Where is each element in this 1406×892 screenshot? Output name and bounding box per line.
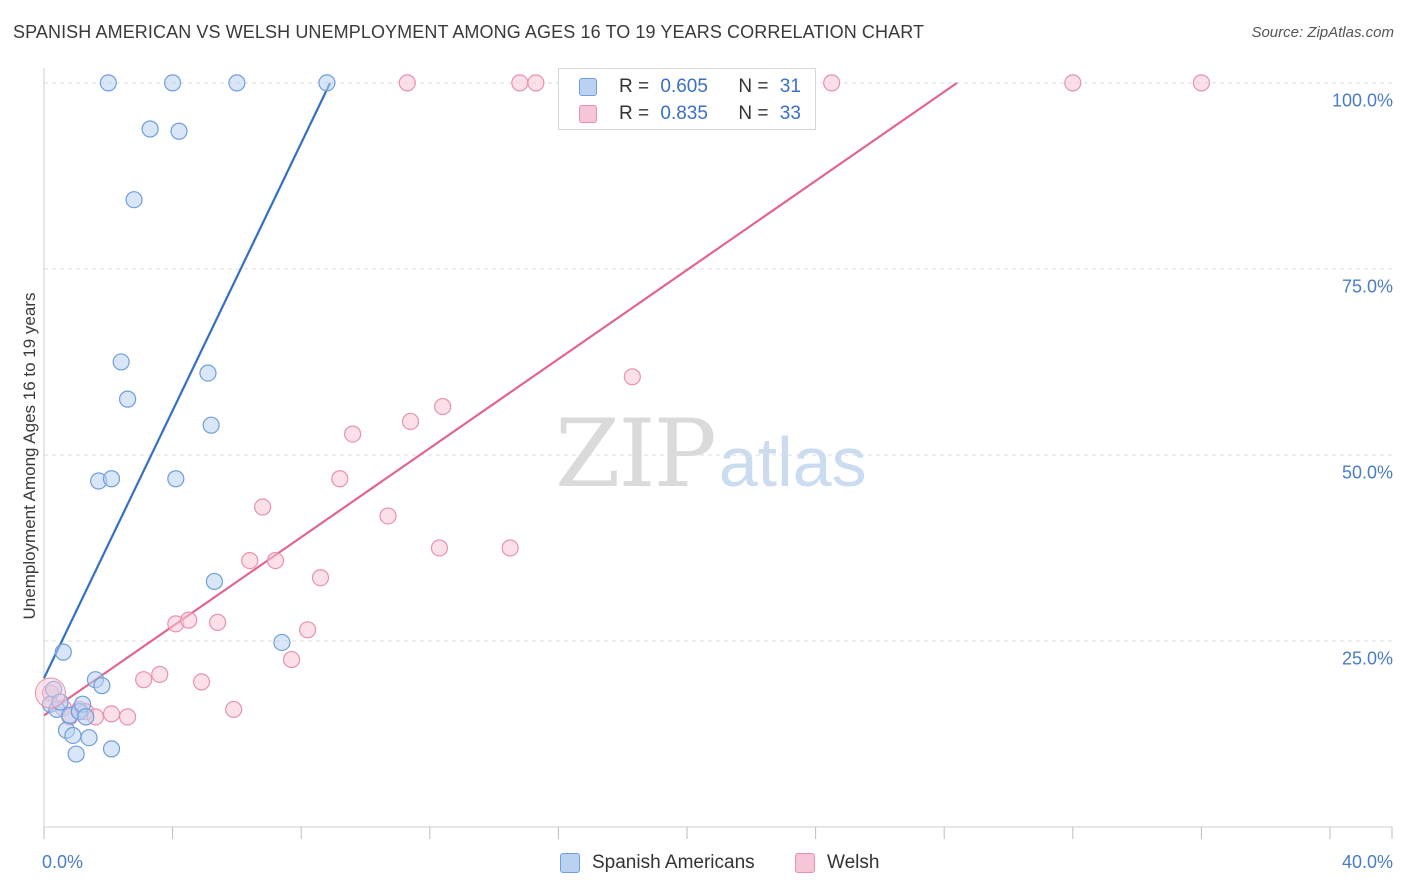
welsh-point bbox=[266, 552, 285, 570]
welsh-point bbox=[209, 613, 227, 631]
x-tick-label-max: 40.0% bbox=[1341, 852, 1393, 872]
welsh-point bbox=[527, 74, 545, 92]
welsh-point bbox=[398, 74, 416, 92]
spanish-american-point bbox=[125, 191, 143, 209]
spanish-american-point bbox=[93, 677, 111, 695]
legend: Spanish Americans Welsh bbox=[0, 852, 1406, 876]
grid-lines bbox=[44, 82, 1392, 642]
n-value: 31 bbox=[779, 76, 801, 97]
spanish-american-point bbox=[51, 693, 69, 711]
chart-title: SPANISH AMERICAN VS WELSH UNEMPLOYMENT A… bbox=[13, 22, 925, 42]
blue-swatch-icon bbox=[560, 853, 580, 873]
trend-lines bbox=[43, 81, 958, 717]
welsh-point bbox=[434, 397, 452, 416]
spanish-american-point bbox=[202, 416, 220, 434]
spanish-american-point bbox=[112, 353, 130, 371]
welsh-point bbox=[501, 539, 519, 557]
legend-item-welsh[interactable]: Welsh bbox=[795, 852, 879, 874]
spanish-american-point bbox=[102, 470, 121, 488]
spanish-american-point bbox=[80, 729, 98, 747]
welsh-point bbox=[241, 552, 259, 570]
y-tick-label: 50.0% bbox=[1341, 462, 1393, 483]
y-tick-label: 25.0% bbox=[1341, 648, 1393, 669]
welsh-point bbox=[344, 425, 362, 443]
welsh-point bbox=[1192, 74, 1211, 92]
spanish-american-point bbox=[64, 726, 82, 745]
welsh-point bbox=[135, 671, 153, 689]
legend-label: Welsh bbox=[827, 852, 880, 873]
n-value: 33 bbox=[779, 103, 801, 124]
welsh-point bbox=[225, 700, 243, 719]
welsh-point bbox=[311, 569, 330, 587]
welsh-trend-line bbox=[43, 81, 958, 717]
welsh-point bbox=[254, 498, 272, 516]
blue-swatch-icon bbox=[579, 78, 597, 96]
spanish-american-point bbox=[228, 74, 246, 92]
source-label: Source: ZipAtlas.com bbox=[1251, 24, 1394, 41]
watermark: ZIPatlas bbox=[555, 400, 867, 509]
y-tick-label: 100.0% bbox=[1331, 90, 1393, 111]
legend-label: Spanish Americans bbox=[592, 852, 755, 873]
welsh-point bbox=[118, 708, 137, 726]
watermark-zip: ZIP bbox=[555, 400, 717, 509]
welsh-point bbox=[192, 673, 211, 691]
welsh-point bbox=[151, 665, 169, 684]
welsh-point bbox=[623, 368, 641, 386]
spanish-american-point bbox=[99, 74, 117, 92]
welsh-point bbox=[34, 677, 66, 709]
welsh-point bbox=[299, 621, 317, 639]
y-axis-label: Unemployment Among Ages 16 to 19 years bbox=[20, 292, 39, 620]
correlation-stats-box: R = 0.605 N = 31 R = 0.835 N = 33 bbox=[558, 68, 816, 130]
r-label: R = bbox=[619, 103, 650, 124]
spanish-american-point bbox=[141, 120, 159, 138]
spanish-american-point bbox=[318, 74, 336, 92]
spanish-american-point bbox=[164, 74, 182, 92]
spanish-american-point bbox=[199, 364, 217, 382]
legend-item-spanish-americans[interactable]: Spanish Americans bbox=[560, 852, 755, 874]
spanish-american-point bbox=[118, 390, 137, 408]
data-points bbox=[34, 74, 1211, 763]
welsh-point bbox=[180, 611, 198, 629]
y-tick-label: 75.0% bbox=[1341, 276, 1393, 297]
welsh-point bbox=[401, 412, 420, 431]
welsh-point bbox=[823, 74, 841, 92]
n-label: N = bbox=[738, 103, 769, 124]
spanish-american-point bbox=[273, 633, 291, 652]
welsh-point bbox=[282, 650, 301, 669]
x-tick-label-min: 0.0% bbox=[42, 852, 84, 872]
r-label: R = bbox=[619, 76, 650, 97]
spanish-american-point bbox=[77, 708, 95, 726]
welsh-point bbox=[102, 705, 121, 723]
stats-row-welsh: R = 0.835 N = 33 bbox=[579, 102, 801, 126]
spanish-american-point bbox=[67, 745, 85, 763]
n-label: N = bbox=[738, 76, 769, 97]
welsh-point bbox=[1064, 74, 1082, 92]
welsh-point bbox=[511, 74, 529, 92]
spanish-american-point bbox=[205, 572, 223, 591]
r-value: 0.605 bbox=[660, 76, 708, 97]
pink-swatch-icon bbox=[795, 853, 815, 873]
stats-row-spanish-americans: R = 0.605 N = 31 bbox=[579, 75, 801, 99]
watermark-atlas: atlas bbox=[718, 423, 867, 501]
pink-swatch-icon bbox=[579, 105, 597, 123]
spanish-american-trend-line bbox=[43, 82, 332, 679]
welsh-point bbox=[331, 470, 349, 488]
welsh-point bbox=[379, 507, 397, 525]
welsh-point bbox=[430, 539, 449, 557]
spanish-american-point bbox=[167, 470, 185, 488]
spanish-american-point bbox=[170, 122, 188, 140]
spanish-american-point bbox=[102, 740, 121, 758]
r-value: 0.835 bbox=[660, 103, 708, 124]
spanish-american-point bbox=[54, 643, 72, 661]
